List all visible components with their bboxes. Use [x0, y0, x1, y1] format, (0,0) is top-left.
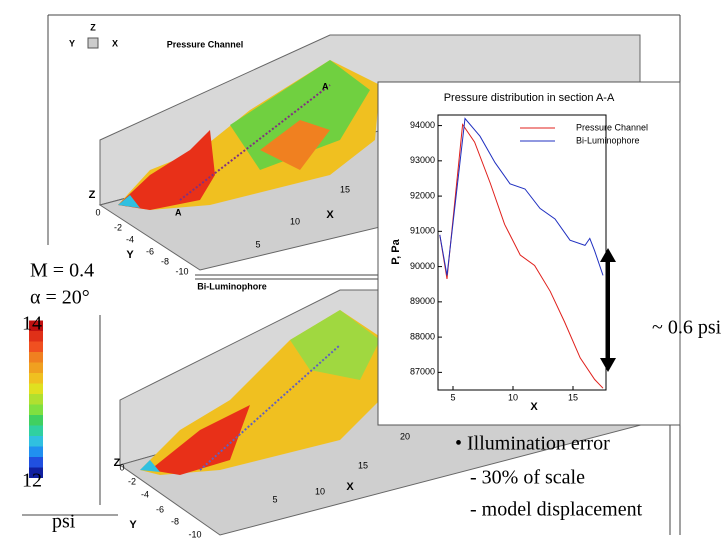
- tick-label: 15: [358, 460, 368, 470]
- colorbar-swatch: [29, 467, 43, 478]
- tick-label: 10: [315, 486, 325, 496]
- difference-arrow: [600, 248, 616, 372]
- tick-label: 10: [290, 216, 300, 226]
- x-tick-label: 15: [568, 392, 578, 402]
- y-tick-label: 92000: [410, 190, 435, 200]
- tick-label: -10: [188, 529, 201, 539]
- y-tick-label: 90000: [410, 261, 435, 271]
- colorbar-swatch: [29, 436, 43, 447]
- tick-label: -6: [146, 246, 154, 256]
- tick-label: -2: [114, 222, 122, 232]
- surface-low: [140, 460, 160, 472]
- tick-label: -8: [161, 256, 169, 266]
- section-label: A: [175, 207, 182, 217]
- y-tick-label: 91000: [410, 226, 435, 236]
- colorbar-swatch: [29, 404, 43, 415]
- axis-label: X: [326, 209, 334, 221]
- surface-high: [118, 130, 215, 210]
- surface-low: [118, 195, 140, 208]
- tick-label: 5: [272, 494, 277, 504]
- surface-orange: [260, 120, 330, 170]
- axis-label: Y: [126, 249, 134, 261]
- colorbar-swatch: [29, 362, 43, 373]
- colorbar-swatch: [29, 373, 43, 384]
- tick-label: -2: [128, 476, 136, 486]
- legend-label: Pressure Channel: [576, 122, 648, 132]
- tick-label: 15: [340, 184, 350, 194]
- y-tick-label: 87000: [410, 367, 435, 377]
- plot-title: Pressure Channel: [167, 39, 244, 49]
- axis-label: X: [346, 481, 354, 493]
- surface-mid: [290, 310, 380, 380]
- chart-title: Pressure distribution in section A-A: [444, 92, 615, 104]
- tick-label: -8: [171, 516, 179, 526]
- bullet: - 30% of scale: [470, 467, 585, 489]
- tick-label: 5: [255, 239, 260, 249]
- axis-label: Y: [129, 519, 137, 531]
- colorbar-swatch: [29, 446, 43, 457]
- y-tick-label: 93000: [410, 155, 435, 165]
- triad-label: Z: [90, 22, 96, 32]
- colorbar-max: 14: [22, 313, 42, 335]
- y-tick-label: 94000: [410, 120, 435, 130]
- tick-label: 0: [95, 207, 100, 217]
- colorbar-swatch: [29, 415, 43, 426]
- colorbar-unit: psi: [52, 511, 76, 533]
- surface-high: [150, 405, 250, 475]
- x-axis-label: X: [530, 401, 538, 413]
- bullet: • Illumination error: [455, 433, 610, 455]
- y-axis-label: P, Pa: [390, 238, 402, 264]
- colorbar-swatch: [29, 394, 43, 405]
- x-tick-label: 5: [450, 392, 455, 402]
- legend-label: Bi-Luminophore: [576, 135, 640, 145]
- colorbar-swatch: [29, 320, 43, 331]
- mach: M = 0.4: [30, 260, 94, 282]
- colorbar: [29, 320, 43, 478]
- colorbar-swatch: [29, 425, 43, 436]
- axis-label: Z: [89, 189, 96, 201]
- colorbar-min: 12: [22, 470, 42, 492]
- axis-label: Z: [114, 457, 121, 469]
- surface-mid: [230, 60, 370, 170]
- section-line: [199, 344, 341, 471]
- section-label: A: [322, 81, 329, 91]
- annotation: ~ 0.6 psi: [652, 317, 722, 339]
- tick-label: -10: [175, 266, 188, 276]
- series-line: [439, 117, 604, 276]
- colorbar-swatch: [29, 352, 43, 363]
- plot-frame: [437, 114, 607, 391]
- axis-triad: Z Y X: [69, 22, 118, 49]
- triad-label: Y: [69, 38, 75, 48]
- alpha: α = 20°: [30, 287, 90, 309]
- series-line: [439, 123, 604, 389]
- y-tick-label: 88000: [410, 331, 435, 341]
- plot-title: Bi-Luminophore: [197, 281, 267, 291]
- colorbar-swatch: [29, 341, 43, 352]
- colorbar-swatch: [29, 457, 43, 468]
- tick-label: 0: [119, 462, 124, 472]
- section-line: [179, 84, 331, 201]
- tick-label: -6: [156, 504, 164, 514]
- tick-label: 20: [400, 431, 410, 441]
- colorbar-swatch: [29, 331, 43, 342]
- colorbar-swatch: [29, 383, 43, 394]
- bullet: - model displacement: [470, 499, 643, 521]
- inset-box: [377, 81, 681, 426]
- x-tick-label: 10: [508, 392, 518, 402]
- y-tick-label: 89000: [410, 296, 435, 306]
- triad-label: X: [112, 38, 118, 48]
- tick-label: -4: [141, 489, 149, 499]
- tick-label: -4: [126, 234, 134, 244]
